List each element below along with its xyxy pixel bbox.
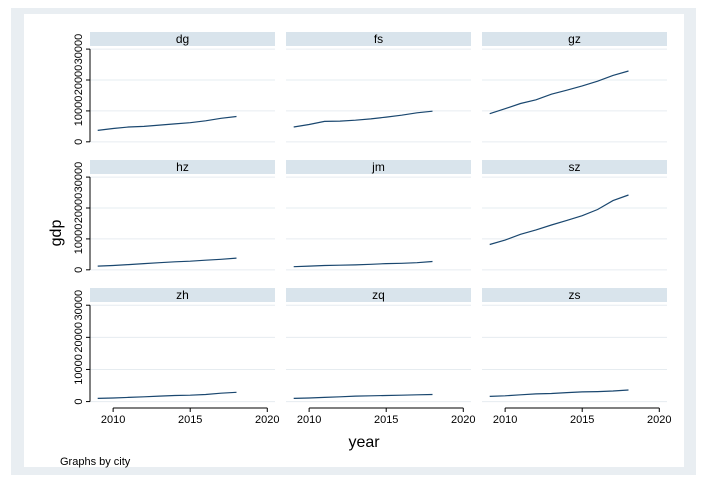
- x-tick-label: 2020: [451, 414, 475, 426]
- panel-zs: zs 2010 2015 2020: [482, 288, 672, 426]
- panel-title-strip: [482, 160, 667, 174]
- panel-title: dg: [176, 32, 189, 46]
- panel-title: gz: [568, 32, 581, 46]
- panel-title: zs: [569, 288, 581, 302]
- panel-fs: fs: [286, 32, 471, 148]
- y-tick-label: 0: [73, 139, 85, 145]
- y-tick-label: 10000: [73, 354, 85, 385]
- panel-zq: zq 2010 2015 2020: [286, 288, 476, 426]
- panel-gz: gz: [482, 32, 667, 148]
- panel-plot-area: [90, 302, 275, 408]
- panel-plot-area: [286, 174, 471, 276]
- series-line-gz: [489, 70, 629, 115]
- y-tick-label: 10000: [73, 96, 85, 127]
- panel-sz: sz: [482, 160, 667, 276]
- panel-title-strip: [90, 288, 275, 302]
- panel-title: zh: [176, 288, 189, 302]
- y-tick-label: 10000: [73, 224, 85, 255]
- series-line-zs: [489, 389, 629, 397]
- x-tick-label: 2020: [647, 414, 671, 426]
- panel-title-strip: [482, 288, 667, 302]
- panel-title-strip: [90, 160, 275, 174]
- y-tick-label: 30000: [73, 34, 85, 65]
- panel-title: hz: [176, 160, 189, 174]
- panel-jm: jm: [286, 160, 471, 276]
- panel-plot-area: [482, 302, 667, 408]
- x-tick-label: 2020: [255, 414, 279, 426]
- panel-title-strip: [286, 288, 471, 302]
- panel-plot-area: [482, 174, 667, 276]
- panel-title: fs: [374, 32, 383, 46]
- panel-title: zq: [372, 288, 385, 302]
- series-line-dg: [97, 115, 237, 131]
- panel-title-strip: [286, 32, 471, 46]
- y-tick-label: 30000: [73, 162, 85, 193]
- y-tick-label: 0: [73, 399, 85, 405]
- x-tick-label: 2015: [178, 414, 202, 426]
- panel-title-strip: [482, 32, 667, 46]
- x-tick-label: 2015: [570, 414, 594, 426]
- y-tick-label: 20000: [73, 65, 85, 96]
- series-line-fs: [293, 110, 433, 128]
- panel-plot-area: [90, 46, 275, 148]
- graphs-by-note: Graphs by city: [60, 456, 131, 468]
- y-tick-label: 0: [73, 267, 85, 273]
- panel-title-strip: [90, 32, 275, 46]
- series-line-jm: [293, 260, 433, 268]
- panel-plot-area: [286, 46, 471, 148]
- y-tick-label: 20000: [73, 193, 85, 224]
- panel-title: sz: [569, 160, 581, 174]
- y-axis-title: gdp: [48, 220, 65, 247]
- x-tick-label: 2010: [493, 414, 517, 426]
- x-tick-label: 2010: [101, 414, 125, 426]
- y-tick-label: 20000: [73, 322, 85, 353]
- x-tick-label: 2015: [374, 414, 398, 426]
- x-axis-title: year: [348, 434, 380, 451]
- series-line-zq: [293, 393, 433, 399]
- y-tick-label: 30000: [73, 290, 85, 321]
- panel-title-strip: [286, 160, 471, 174]
- panel-plot-area: [286, 302, 471, 408]
- panel-plot-area: [90, 174, 275, 276]
- series-line-zh: [97, 391, 237, 399]
- panel-plot-area: [482, 46, 667, 148]
- panel-title: jm: [371, 160, 385, 174]
- series-line-sz: [489, 194, 629, 246]
- x-tick-label: 2010: [297, 414, 321, 426]
- series-line-hz: [97, 257, 237, 267]
